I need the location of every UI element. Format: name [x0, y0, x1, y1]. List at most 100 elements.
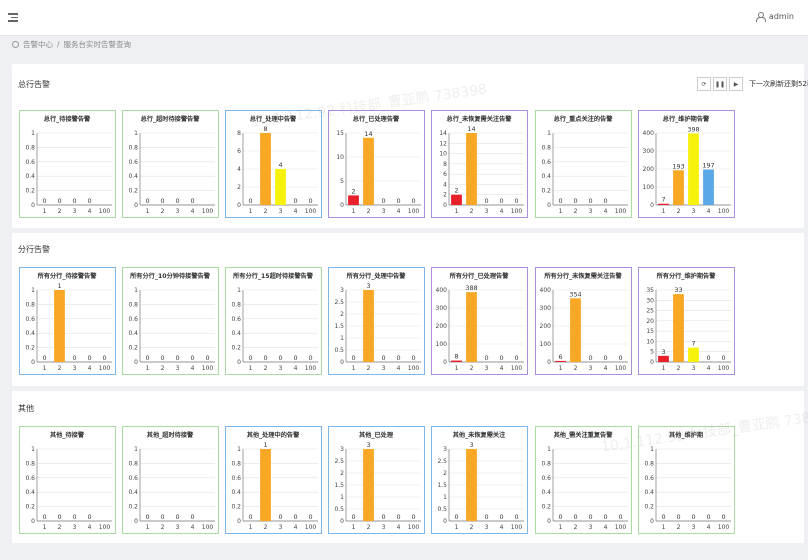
x-tick-label: 3 [692, 208, 696, 215]
data-label: 0 [706, 354, 710, 362]
chart-card[interactable]: 总行_已处理告警 0 5 10 15 1 2 2 14 3 0 4 0 100 0 [328, 110, 425, 218]
chart-card[interactable]: 其他_需关注重复告警 0 0.2 0.4 0.6 0.8 1 1 0 2 0 3 0 4 0 100 0 [535, 426, 632, 534]
chart-card[interactable]: 其他_未恢复需关注 0 0.5 1 1.5 2 2.5 3 1 0 2 3 3 0 4 0 100 0 [431, 426, 528, 534]
y-tick-label: 0.8 [128, 301, 138, 308]
y-tick-label: 2 [443, 470, 447, 477]
y-tick-label: 0.8 [25, 144, 35, 151]
x-tick-label: 3 [176, 365, 180, 372]
y-tick-label: 0.4 [231, 330, 241, 337]
y-tick-label: 1 [547, 130, 551, 137]
data-label: 3 [366, 441, 370, 449]
data-label: 0 [721, 354, 725, 362]
y-tick-label: 0.4 [541, 489, 551, 496]
x-tick-label: 100 [202, 208, 214, 215]
chart-card[interactable]: 总行_重点关注的告警 0 0.2 0.4 0.6 0.8 1 1 0 2 0 3 0 4 0 100 [535, 110, 632, 218]
chart-title: 所有分行_维护期告警 [657, 272, 717, 280]
data-label: 0 [248, 197, 252, 205]
user-menu[interactable]: admin [755, 12, 794, 22]
y-tick-label: 0.2 [128, 188, 138, 195]
x-tick-label: 1 [559, 524, 563, 531]
data-label: 0 [72, 513, 76, 521]
data-label: 0 [411, 354, 415, 362]
data-label: 0 [396, 354, 400, 362]
y-tick-label: 0.8 [231, 460, 241, 467]
y-tick-label: 3 [443, 446, 447, 453]
x-tick-label: 1 [146, 208, 150, 215]
y-tick-label: 0.8 [231, 301, 241, 308]
x-tick-label: 1 [249, 365, 253, 372]
data-label: 0 [588, 354, 592, 362]
x-tick-label: 100 [511, 365, 523, 372]
play-icon[interactable]: ▶ [729, 77, 743, 91]
chart-card[interactable]: 其他_处理中的告警 0 0.2 0.4 0.6 0.8 1 1 0 2 1 3 0 4 0 100 0 [225, 426, 322, 534]
chart-card[interactable]: 所有分行_待接警告警 0 0.2 0.4 0.6 0.8 1 1 0 2 1 3 0 4 0 100 0 [19, 267, 116, 375]
data-label: 0 [514, 354, 518, 362]
chart-title: 总行_处理中告警 [250, 115, 297, 123]
chart-title: 总行_待接警告警 [44, 115, 91, 123]
pause-icon[interactable]: ❚❚ [713, 77, 727, 91]
chart-card[interactable]: 所有分行_15超时待接警告警 0 0.2 0.4 0.6 0.8 1 1 0 2 0 3 0 4 0 100 0 [225, 267, 322, 375]
y-tick-label: 0.8 [25, 460, 35, 467]
data-label: 0 [351, 354, 355, 362]
chart-card[interactable]: 所有分行_已处理告警 0 100 200 300 400 1 8 2 388 3 0 4 0 100 0 [431, 267, 528, 375]
data-label: 0 [87, 513, 91, 521]
y-tick-label: 100 [643, 184, 655, 191]
y-tick-label: 2.5 [334, 299, 344, 306]
chart-card[interactable]: 总行_未恢复需关注告警 0 2 4 6 8 10 12 14 1 2 2 14 3 0 4 0 100 0 [431, 110, 528, 218]
chart-card[interactable]: 其他_待接警 0 0.2 0.4 0.6 0.8 1 1 0 2 0 3 0 4 0 100 [19, 426, 116, 534]
chart-card[interactable]: 其他_超时待接警 0 0.2 0.4 0.6 0.8 1 1 0 2 0 3 0 4 0 100 [122, 426, 219, 534]
x-tick-label: 3 [485, 208, 489, 215]
data-label: 0 [454, 513, 458, 521]
bar [451, 360, 462, 362]
bar [658, 203, 669, 205]
x-tick-label: 3 [73, 524, 77, 531]
y-tick-label: 0.5 [334, 347, 344, 354]
chart-card[interactable]: 总行_超时待接警告警 0 0.2 0.4 0.6 0.8 1 1 0 2 0 3 0 4 0 100 [122, 110, 219, 218]
x-tick-label: 4 [191, 524, 195, 531]
data-label: 0 [573, 197, 577, 205]
data-label: 0 [190, 197, 194, 205]
y-tick-label: 1 [31, 446, 35, 453]
y-tick-label: 1 [237, 446, 241, 453]
x-tick-label: 4 [397, 208, 401, 215]
x-tick-label: 100 [305, 208, 317, 215]
bar-chart: 其他_待接警 0 0.2 0.4 0.6 0.8 1 1 0 2 0 3 0 4 0 100 [25, 431, 112, 531]
chart-card[interactable]: 所有分行_10分钟待接警告警 0 0.2 0.4 0.6 0.8 1 1 0 2 0 3 0 4 0 100 0 [122, 267, 219, 375]
refresh-icon[interactable]: ⟳ [697, 77, 711, 91]
data-label: 0 [558, 197, 562, 205]
chart-card[interactable]: 所有分行_未恢复需关注告警 0 100 200 300 400 1 6 2 354 3 0 4 0 100 0 [535, 267, 632, 375]
chart-card[interactable]: 总行_待接警告警 0 0.2 0.4 0.6 0.8 1 1 0 2 0 3 0 4 0 100 [19, 110, 116, 218]
chart-card[interactable]: 其他_已处理 0 0.5 1 1.5 2 2.5 3 1 0 2 3 3 0 4 0 100 0 [328, 426, 425, 534]
chart-title: 其他_待接警 [50, 431, 85, 439]
data-label: 14 [364, 130, 372, 138]
y-tick-label: 10 [646, 338, 654, 345]
chart-card[interactable]: 总行_维护期告警 0 100 200 300 400 1 7 2 193 3 398 4 197 100 [638, 110, 735, 218]
y-tick-label: 0 [650, 202, 654, 209]
bar-chart: 所有分行_未恢复需关注告警 0 100 200 300 400 1 6 2 354 3 0 4 0 100 0 [540, 272, 628, 372]
data-label: 1 [263, 441, 267, 449]
x-tick-label: 3 [73, 365, 77, 372]
data-label: 3 [661, 348, 665, 356]
chart-title: 所有分行_已处理告警 [450, 272, 510, 280]
chart-card[interactable]: 所有分行_维护期告警 0 5 10 15 20 25 30 35 1 3 2 33 3 7 4 0 100 0 [638, 267, 735, 375]
x-tick-label: 4 [604, 365, 608, 372]
chart-card[interactable]: 其他_维护期 0 0.2 0.4 0.6 0.8 1 1 0 2 0 3 0 4 0 100 0 [638, 426, 735, 534]
chart-card[interactable]: 所有分行_处理中告警 0 0.5 1 1.5 2 2.5 3 1 0 2 3 3 0 4 0 100 0 [328, 267, 425, 375]
x-tick-label: 2 [58, 524, 62, 531]
y-tick-label: 0.5 [437, 506, 447, 513]
data-label: 0 [190, 513, 194, 521]
y-tick-label: 0.4 [128, 489, 138, 496]
chart-card[interactable]: 总行_处理中告警 0 2 4 6 8 1 0 2 8 3 4 4 0 100 0 [225, 110, 322, 218]
chart-title: 总行_重点关注的告警 [554, 115, 614, 123]
y-tick-label: 10 [439, 151, 447, 158]
menu-fold-icon[interactable] [8, 12, 18, 22]
y-tick-label: 4 [443, 181, 447, 188]
refresh-countdown: 下一次刷新还剩52秒 [749, 80, 808, 88]
data-label: 0 [721, 513, 725, 521]
data-label: 0 [588, 197, 592, 205]
y-tick-label: 400 [540, 287, 552, 294]
y-tick-label: 14 [439, 130, 447, 137]
data-label: 0 [308, 513, 312, 521]
breadcrumb-item-alarm-center[interactable]: 告警中心 [23, 40, 53, 49]
